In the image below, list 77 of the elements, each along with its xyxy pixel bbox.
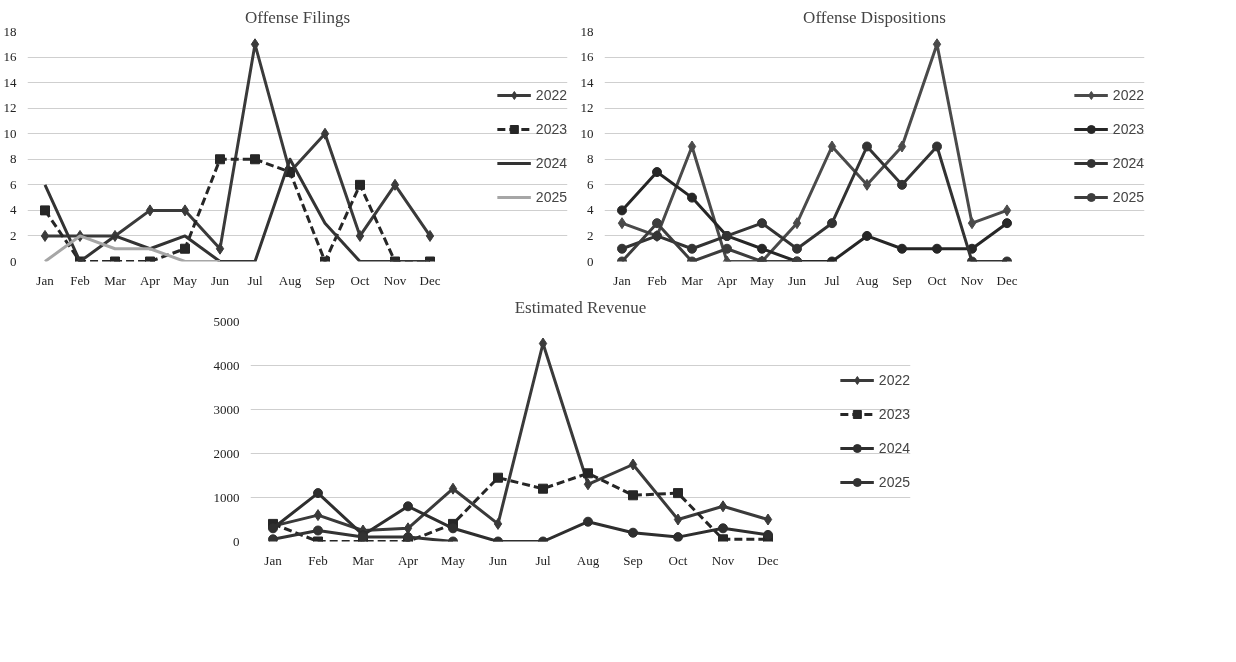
y-tick-label: 10: [3, 125, 17, 141]
y-tick-label: 16: [3, 49, 17, 65]
x-tick-label: Jun: [488, 552, 508, 568]
legend-label: 2025: [878, 474, 910, 490]
y-tick-label: 12: [580, 100, 594, 116]
y-tick-label: 2: [10, 227, 17, 243]
x-tick-label: Oct: [350, 272, 370, 288]
chart-title: Offense Dispositions: [803, 7, 946, 27]
x-tick-label: Sep: [623, 552, 643, 568]
x-tick-label: Feb: [647, 272, 667, 288]
x-tick-label: Apr: [716, 272, 738, 288]
x-tick-label: Mar: [681, 272, 704, 288]
x-tick-label: Jul: [535, 552, 551, 568]
x-tick-label: Dec: [996, 272, 1018, 288]
y-tick-label: 2: [587, 227, 594, 243]
legend-label: 2023: [878, 406, 910, 422]
x-tick-label: Jun: [787, 272, 807, 288]
x-tick-label: Apr: [397, 552, 419, 568]
y-tick-label: 0: [233, 533, 240, 549]
y-tick-label: 18: [580, 23, 594, 39]
x-tick-label: Dec: [757, 552, 779, 568]
legend-label: 2024: [1112, 155, 1144, 171]
y-tick-label: 10: [580, 125, 594, 141]
y-tick-label: 4: [10, 202, 17, 218]
x-tick-label: Aug: [576, 552, 600, 568]
x-tick-label: Dec: [419, 272, 441, 288]
y-tick-label: 5000: [213, 313, 240, 329]
x-tick-label: Jun: [210, 272, 230, 288]
legend-label: 2025: [535, 189, 567, 205]
y-tick-label: 3000: [213, 401, 240, 417]
chart-title: Estimated Revenue: [514, 297, 647, 317]
x-tick-label: Jan: [264, 552, 283, 568]
x-tick-label: Apr: [139, 272, 161, 288]
x-tick-label: Oct: [668, 552, 688, 568]
y-tick-label: 12: [3, 100, 17, 116]
x-tick-label: Sep: [315, 272, 335, 288]
y-tick-label: 0: [587, 253, 594, 269]
chart-title: Offense Filings: [245, 7, 351, 27]
x-tick-label: Mar: [352, 552, 375, 568]
legend-label: 2024: [878, 440, 910, 456]
y-tick-label: 0: [10, 253, 17, 269]
x-tick-label: Aug: [278, 272, 302, 288]
y-tick-label: 4000: [213, 357, 240, 373]
y-tick-label: 8: [587, 151, 594, 167]
legend-label: 2023: [535, 121, 567, 137]
x-tick-label: Aug: [855, 272, 879, 288]
y-tick-label: 8: [10, 151, 17, 167]
x-tick-label: May: [441, 552, 466, 568]
x-tick-label: Nov: [960, 272, 984, 288]
y-tick-label: 4: [587, 202, 594, 218]
x-tick-label: Feb: [70, 272, 90, 288]
legend-label: 2024: [535, 155, 567, 171]
x-tick-label: Nov: [383, 272, 407, 288]
y-tick-label: 14: [580, 74, 594, 90]
y-tick-label: 2000: [213, 445, 240, 461]
x-tick-label: Jan: [36, 272, 55, 288]
x-tick-label: May: [173, 272, 198, 288]
x-tick-label: May: [750, 272, 775, 288]
y-tick-label: 16: [580, 49, 594, 65]
x-tick-label: Oct: [927, 272, 947, 288]
y-tick-label: 14: [3, 74, 17, 90]
legend-label: 2022: [535, 87, 567, 103]
y-tick-label: 6: [10, 176, 17, 192]
legend-label: 2025: [1112, 189, 1144, 205]
y-tick-label: 1000: [213, 489, 240, 505]
x-tick-label: Nov: [711, 552, 735, 568]
legend-label: 2022: [878, 372, 910, 388]
x-tick-label: Feb: [308, 552, 328, 568]
x-tick-label: Sep: [892, 272, 912, 288]
legend-label: 2022: [1112, 87, 1144, 103]
x-tick-label: Jul: [824, 272, 840, 288]
x-tick-label: Jul: [247, 272, 263, 288]
x-tick-label: Mar: [104, 272, 127, 288]
x-tick-label: Jan: [613, 272, 632, 288]
y-tick-label: 6: [587, 176, 594, 192]
y-tick-label: 18: [3, 23, 17, 39]
legend-label: 2023: [1112, 121, 1144, 137]
